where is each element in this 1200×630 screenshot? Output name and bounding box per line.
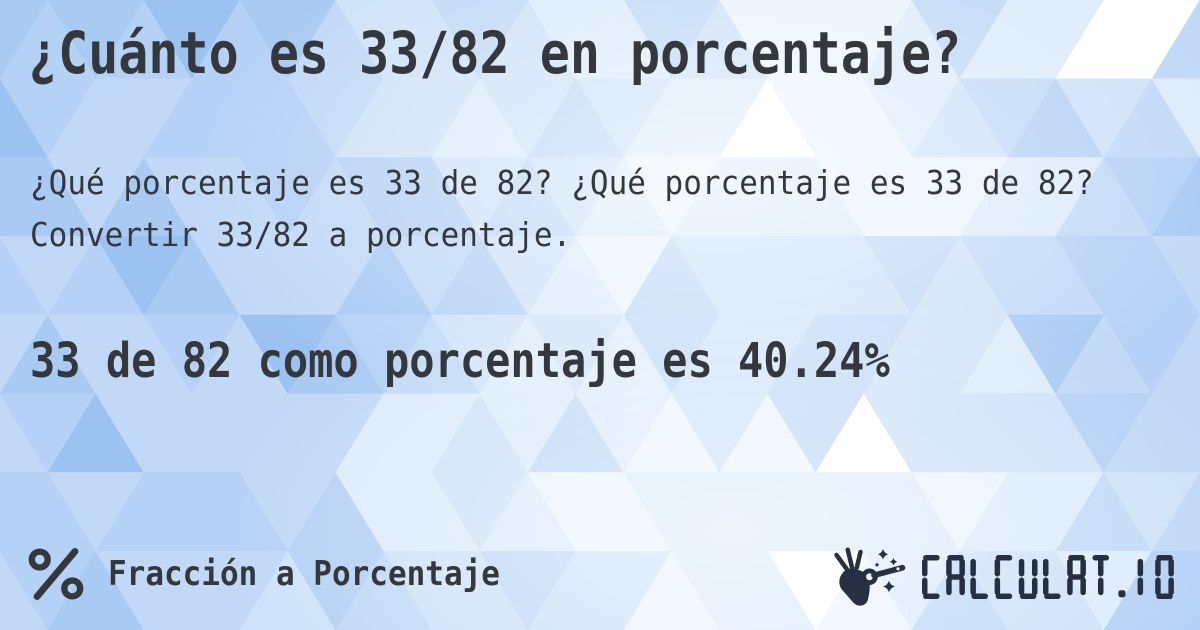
question-text: ¿Qué porcentaje es 33 de 82? ¿Qué porcen… — [30, 164, 1094, 255]
category: Fracción a Porcentaje — [28, 544, 500, 604]
magic-wand-hand-icon — [834, 547, 906, 606]
category-label: Fracción a Porcentaje — [108, 554, 500, 594]
percent-icon — [28, 548, 84, 600]
brand-wordmark — [922, 555, 1174, 599]
brand-logo — [826, 540, 1174, 614]
answer-text: 33 de 82 como porcentaje es 40.24% — [30, 332, 890, 389]
page-title: ¿Cuánto es 33/82 en porcentaje? — [28, 20, 962, 87]
